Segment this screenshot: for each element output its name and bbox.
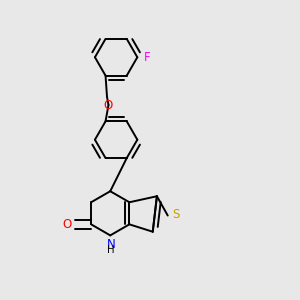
Text: F: F xyxy=(144,51,150,64)
Text: S: S xyxy=(172,208,179,220)
Text: O: O xyxy=(104,99,113,112)
Text: O: O xyxy=(62,218,71,231)
Text: N: N xyxy=(107,238,116,251)
Text: H: H xyxy=(107,245,115,255)
